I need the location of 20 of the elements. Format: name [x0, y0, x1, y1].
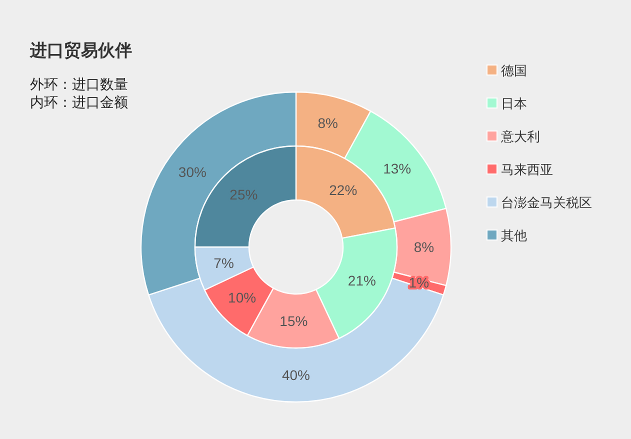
- text: 外环：进口数量: [30, 76, 128, 92]
- data-label: 40%: [282, 367, 310, 383]
- data-label: 15%: [280, 312, 308, 329]
- data-label: 13%: [383, 160, 412, 177]
- legend-label: 德国: [501, 63, 527, 78]
- legend-label: 马来西亚: [501, 162, 553, 177]
- data-label: 21%: [348, 272, 376, 289]
- legend-label: 其他: [501, 228, 527, 243]
- data-label: 8%: [318, 115, 338, 132]
- data-label: 7%: [214, 255, 234, 272]
- chart-title: 进口贸易伙伴: [29, 41, 132, 60]
- text: 内环：进口金额: [30, 94, 128, 110]
- legend-label: 台澎金马关税区: [501, 195, 592, 210]
- data-label: 30%: [178, 164, 206, 180]
- data-label: 8%: [414, 239, 434, 255]
- data-label: 22%: [329, 182, 358, 198]
- data-label: 10%: [228, 290, 256, 306]
- legend-label: 日本: [501, 96, 527, 111]
- legend-label: 意大利: [500, 129, 540, 144]
- data-label: 25%: [230, 186, 258, 203]
